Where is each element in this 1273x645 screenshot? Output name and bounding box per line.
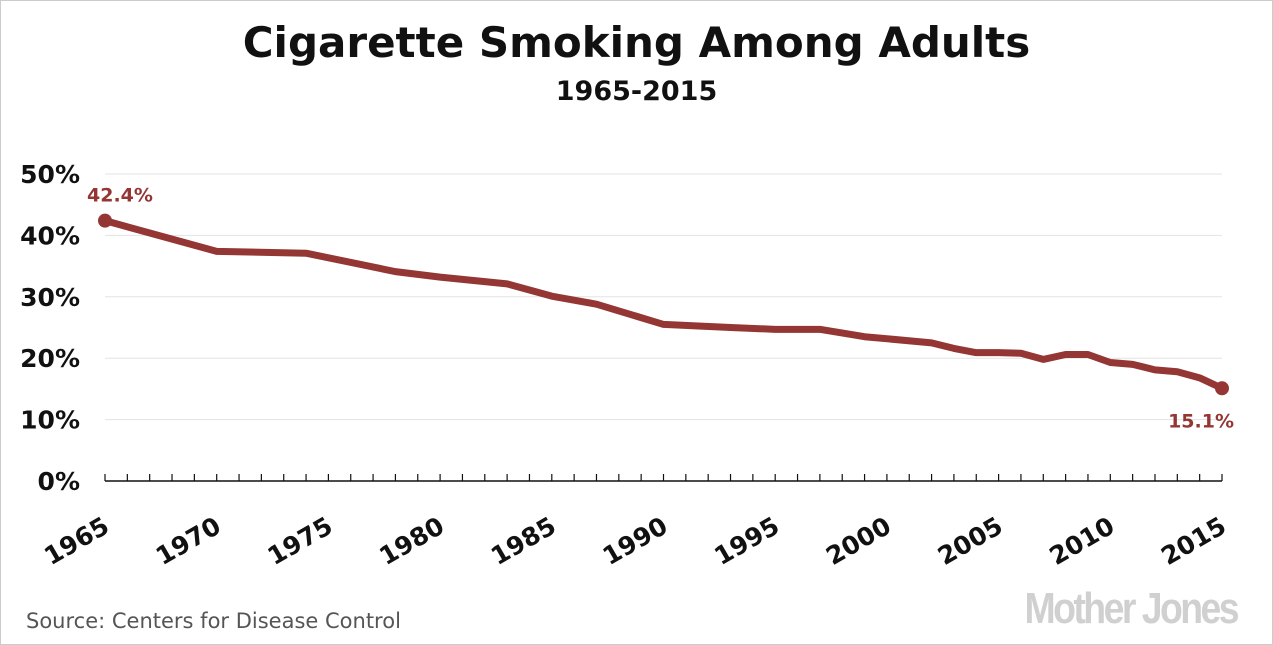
data-point [98,213,112,228]
data-line [104,217,1224,392]
y-tick-label: 10% [20,406,80,435]
data-point [1215,381,1229,396]
source-note: Source: Centers for Disease Control [26,609,401,633]
y-tick-label: 50% [20,160,80,189]
mother-jones-logo: Mother Jones [1024,584,1239,633]
data-label: 42.4% [87,185,153,207]
chart-title: Cigarette Smoking Among Adults [242,18,1031,67]
y-tick-label: 20% [20,344,80,373]
x-tick-label: 2010 [1045,511,1120,571]
x-tick-label: 2000 [821,511,896,571]
y-tick-label: 30% [20,283,80,312]
x-tick-label: 1990 [598,511,673,571]
x-tick-label: 1980 [374,511,449,571]
x-tick-label: 2015 [1156,511,1231,571]
x-tick-label: 1985 [486,511,561,571]
x-tick-label: 1965 [39,511,114,571]
x-tick-label: 1995 [709,511,784,571]
chart-subtitle: 1965-2015 [555,76,718,107]
x-tick-label: 1970 [151,511,226,571]
x-tick-label: 1975 [263,511,338,571]
y-tick-label: 0% [38,467,80,496]
x-tick-label: 2005 [933,511,1008,571]
y-tick-label: 40% [20,221,80,250]
data-label: 15.1% [1168,410,1234,432]
